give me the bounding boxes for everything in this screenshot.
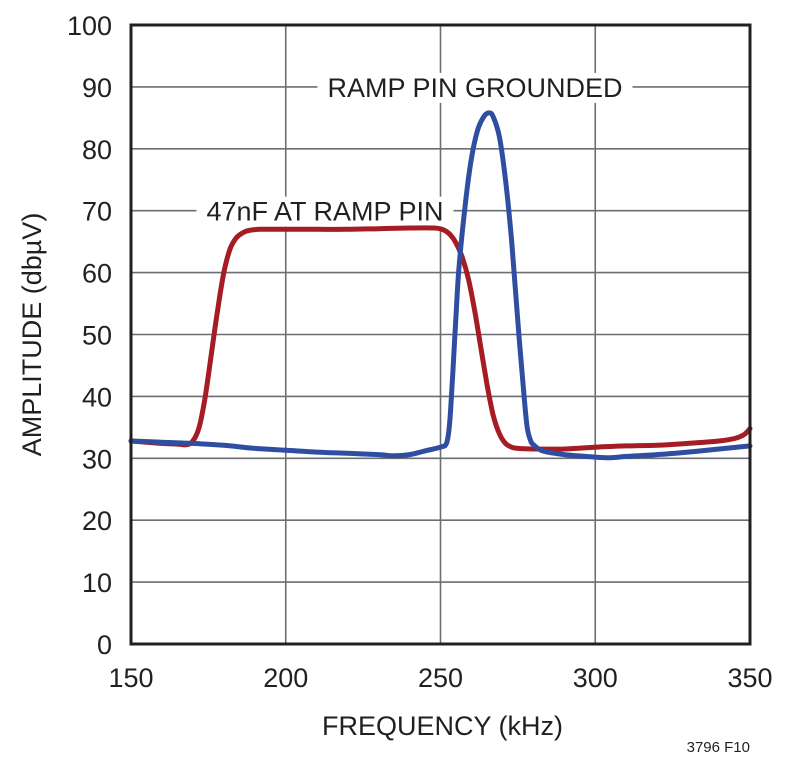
y-tick-label-80: 80	[82, 135, 112, 165]
x-tick-label-200: 200	[263, 663, 308, 693]
y-tick-label-10: 10	[82, 568, 112, 598]
y-tick-label-90: 90	[82, 73, 112, 103]
annotation-backgrounds	[196, 72, 633, 227]
annotation-bg-1	[196, 196, 454, 227]
x-tick-label-150: 150	[108, 663, 153, 693]
y-axis-title: AMPLITUDE (dbµV)	[17, 213, 47, 457]
y-tick-label-20: 20	[82, 506, 112, 536]
plot-frame	[129, 23, 752, 646]
x-tick-label-250: 250	[418, 663, 463, 693]
annotation-ramp-pin-grounded: RAMP PIN GROUNDED	[327, 73, 622, 103]
x-tick-label-350: 350	[727, 663, 772, 693]
grid	[131, 25, 750, 644]
y-tick-label-30: 30	[82, 444, 112, 474]
y-tick-label-70: 70	[82, 197, 112, 227]
series-group	[128, 110, 753, 461]
x-tick-labels: 150 200 250 300 350	[108, 663, 772, 693]
y-tick-label-0: 0	[97, 630, 112, 660]
series-line-47nf-at-ramp-pin	[128, 225, 753, 452]
annotation-bg-0	[317, 72, 633, 103]
y-tick-label-50: 50	[82, 321, 112, 351]
y-tick-labels: 0 10 20 30 40 50 60 70 80 90 100	[67, 11, 112, 660]
y-tick-label-60: 60	[82, 259, 112, 289]
y-tick-label-100: 100	[67, 11, 112, 41]
y-tick-label-40: 40	[82, 382, 112, 412]
annotation-47nf-at-ramp-pin: 47nF AT RAMP PIN	[206, 197, 443, 227]
x-axis-title: FREQUENCY (kHz)	[322, 711, 563, 741]
series-line-ramp-pin-grounded	[128, 110, 753, 461]
figure-id: 3796 F10	[687, 739, 750, 756]
x-tick-label-300: 300	[573, 663, 618, 693]
